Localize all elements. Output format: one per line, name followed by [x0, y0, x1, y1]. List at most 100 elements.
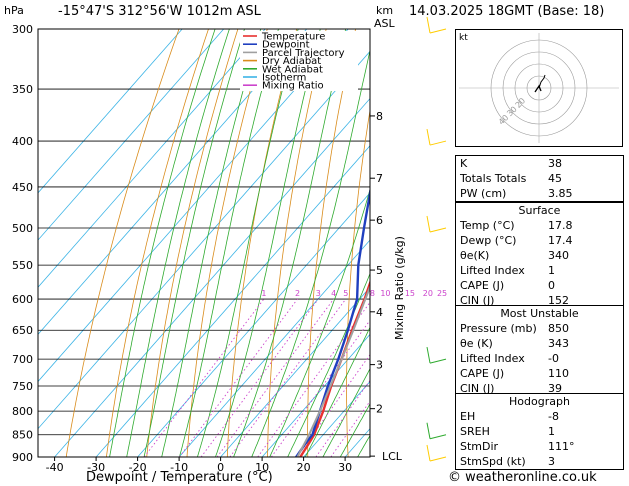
pw-value: 3.85	[548, 187, 573, 200]
datetime-label: 14.03.2025 18GMT (Base: 18)	[409, 4, 605, 19]
temperature-series	[299, 279, 370, 457]
dry-adiabat-line	[106, 29, 209, 457]
mixing-ratio-tick-label: 20	[423, 289, 433, 298]
wet-adiabat-line	[179, 29, 279, 457]
mixing-ratio-tick-label: 3	[316, 289, 321, 298]
eh-label: EH	[460, 410, 476, 423]
dry-adiabat-line	[267, 29, 327, 457]
mixing-ratio-tick-label: 1	[261, 289, 266, 298]
mixing-ratio-tick-label: 15	[405, 289, 415, 298]
wet-adiabat-line	[161, 29, 262, 457]
mu-pressure-label: Pressure (mb)	[460, 322, 537, 335]
sreh-value: 1	[548, 425, 555, 438]
dry-adiabat-line	[307, 29, 356, 457]
wet-adiabat-line	[197, 29, 299, 457]
surface-title: Surface	[518, 204, 561, 217]
isotherm-line	[38, 29, 225, 241]
stmspd-label: StmSpd (kt)	[460, 455, 526, 468]
wind-barb	[426, 128, 431, 146]
wind-barb	[429, 227, 447, 233]
pressure-tick-label: 400	[12, 135, 33, 148]
mu-li-label: Lifted Index	[460, 352, 525, 365]
mu-thetae-label: θe (K)	[460, 337, 493, 350]
surface-cin-label: CIN (J)	[460, 294, 495, 307]
mixing-ratio-tick-label: 8	[370, 289, 375, 298]
mixing-ratio-line	[216, 298, 334, 457]
isotherm-line	[38, 50, 370, 430]
isotherm-line	[38, 29, 183, 194]
mixing-ratio-line	[179, 298, 298, 457]
location-label: -15°47'S 312°56'W 1012m ASL	[58, 4, 261, 19]
temp-tick-label: 30	[338, 461, 352, 474]
surface-dewp-value: 17.4	[548, 234, 573, 247]
legend-entry-label: Parcel Trajectory	[262, 48, 345, 59]
pressure-tick-label: 300	[12, 23, 33, 36]
pressure-tick-label: 600	[12, 293, 33, 306]
wet-adiabat-line	[215, 29, 321, 457]
totals-value: 45	[548, 172, 562, 185]
legend-entry-label: Wet Adiabat	[262, 64, 323, 75]
table-row: StmSpd (kt) 3	[456, 454, 612, 469]
temp-tick-label: 0	[217, 461, 224, 474]
temp-tick-label: -10	[170, 461, 188, 474]
wet-adiabat-line	[339, 403, 370, 457]
pressure-tick-label: 500	[12, 222, 33, 235]
isotherm-line	[54, 97, 370, 457]
isotherm-line	[38, 29, 266, 288]
wet-adiabat-line	[233, 29, 347, 457]
table-row: CIN (J) 39	[456, 381, 612, 396]
table-row: θe (K) 343	[456, 336, 612, 351]
dewpoint-series	[295, 186, 370, 457]
wind-barb	[426, 215, 431, 233]
mixing-ratio-tick-label: 4	[331, 289, 336, 298]
table-row: StmDir 111°	[456, 439, 612, 454]
pressure-tick-label: 750	[12, 380, 33, 393]
mixing-ratio-tick-label: 25	[437, 289, 447, 298]
mu-thetae-value: 343	[548, 337, 569, 350]
surface-li-label: Lifted Index	[460, 264, 525, 277]
pressure-tick-label: 700	[12, 353, 33, 366]
mixing-ratio-line	[229, 298, 347, 457]
surface-temp-value: 17.8	[548, 219, 573, 232]
surface-cape-value: 0	[548, 279, 555, 292]
km-tick-label: 7	[376, 172, 383, 185]
mu-cin-value: 39	[548, 382, 562, 395]
pressure-tick-label: 800	[12, 405, 33, 418]
legend-entry-label: Mixing Ratio	[262, 81, 324, 92]
wet-adiabat-line	[287, 272, 370, 457]
mixing-ratio-line	[143, 298, 265, 457]
table-row: SREH 1	[456, 424, 612, 439]
wind-barb	[429, 434, 447, 440]
legend-background	[240, 31, 358, 91]
legend-entry-label: Isotherm	[262, 73, 306, 84]
pressure-tick-label: 350	[12, 83, 33, 96]
surface-table: Surface Temp (°C) 17.8 Dewp (°C) 17.4 θe(K…	[455, 202, 624, 309]
wind-barb	[429, 456, 447, 462]
km-tick-label: 4	[376, 306, 383, 319]
dry-adiabat-line	[421, 29, 444, 457]
table-row: CIN (J) 152	[456, 293, 612, 308]
surface-li-value: 1	[548, 264, 555, 277]
unstable-table: Most Unstable Pressure (mb) 850 θe (K) 343…	[455, 305, 624, 397]
mixing-ratio-line	[257, 301, 370, 457]
km-tick-label: 3	[376, 359, 383, 372]
dry-adiabat-line	[146, 29, 239, 457]
mu-cape-value: 110	[548, 367, 569, 380]
mu-li-value: -0	[548, 352, 559, 365]
table-row: Totals Totals 45	[456, 171, 612, 186]
hodograph-kt-label: kt	[459, 33, 468, 43]
km-tick-label: 8	[376, 110, 383, 123]
wet-adiabat-line	[251, 48, 370, 457]
isotherm-line	[38, 29, 349, 383]
wind-barb	[426, 422, 431, 439]
wind-barb	[429, 28, 447, 34]
wind-barb	[429, 140, 447, 146]
table-row: Pressure (mb) 850	[456, 321, 612, 336]
temp-tick-label: 10	[255, 461, 269, 474]
pressure-tick-label: 900	[12, 451, 33, 464]
parcel-trajectory-series	[296, 284, 370, 457]
sreh-label: SREH	[460, 425, 490, 438]
wet-adiabat-line	[143, 29, 245, 457]
wind-barb	[429, 358, 447, 364]
